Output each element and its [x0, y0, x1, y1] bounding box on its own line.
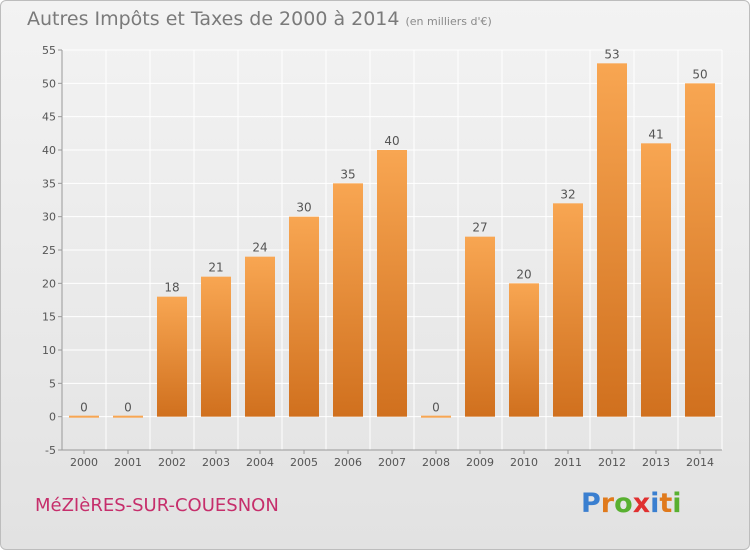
y-tick-label: 5	[49, 377, 56, 390]
bar-2010	[509, 283, 539, 417]
x-tick-label-2003: 2003	[202, 456, 230, 469]
chart-subtitle: (en milliers d'€)	[405, 15, 492, 28]
x-tick-label-2013: 2013	[642, 456, 670, 469]
data-label-2005: 30	[296, 201, 311, 215]
place-name: MéZIèRES-SUR-COUESNON	[35, 495, 279, 516]
data-label-2006: 35	[340, 167, 355, 181]
x-tick-label-2000: 2000	[70, 456, 98, 469]
data-label-2014: 50	[692, 67, 707, 81]
data-label-2002: 18	[164, 281, 179, 295]
y-tick-label: 35	[42, 177, 56, 190]
data-label-2004: 24	[252, 241, 267, 255]
logo-letter: x	[632, 488, 651, 519]
data-label-2003: 21	[208, 261, 223, 275]
bar-2002	[157, 296, 187, 417]
data-label-2009: 27	[472, 221, 487, 235]
chart-title: Autres Impôts et Taxes de 2000 à 2014 (en…	[27, 8, 492, 30]
x-tick-label-2012: 2012	[598, 456, 626, 469]
x-tick-label-2010: 2010	[510, 456, 538, 469]
x-tick-label-2004: 2004	[246, 456, 274, 469]
y-tick-label: 0	[49, 411, 56, 424]
bar-2004	[245, 256, 275, 417]
x-tick-label-2014: 2014	[686, 456, 714, 469]
bar-2012	[597, 63, 627, 417]
bars	[69, 63, 715, 418]
x-tick-label-2007: 2007	[378, 456, 406, 469]
logo-letter: o	[614, 488, 633, 519]
data-label-2000: 0	[80, 401, 88, 415]
y-tick-label: 45	[42, 111, 56, 124]
y-tick-label: 50	[42, 77, 56, 90]
x-tick-label-2002: 2002	[158, 456, 186, 469]
logo-letter: r	[600, 488, 615, 519]
y-tick-label: 10	[42, 344, 56, 357]
bar-2007	[377, 150, 407, 417]
data-label-2013: 41	[648, 127, 663, 141]
data-label-2001: 0	[124, 401, 132, 415]
x-tick-label-2005: 2005	[290, 456, 318, 469]
bar-2013	[641, 143, 671, 417]
x-tick-label-2011: 2011	[554, 456, 582, 469]
data-label-2007: 40	[384, 134, 399, 148]
logo-letter: i	[650, 488, 660, 519]
y-tick-label: 25	[42, 244, 56, 257]
x-tick-label-2009: 2009	[466, 456, 494, 469]
logo-letter: P	[581, 488, 601, 519]
bar-2008	[421, 415, 451, 418]
bar-2011	[553, 203, 583, 417]
data-labels: 0 0 18 21 24 30 35 40 0 27 20 32 53 41 50	[80, 47, 707, 414]
y-tick-label: 15	[42, 311, 56, 324]
bar-2000	[69, 415, 99, 418]
y-tick-label: -5	[45, 444, 56, 457]
bar-2014	[685, 83, 715, 417]
y-tick-label: 20	[42, 277, 56, 290]
data-label-2008: 0	[432, 401, 440, 415]
data-label-2011: 32	[560, 187, 575, 201]
bar-2009	[465, 236, 495, 417]
x-tick-label-2001: 2001	[114, 456, 142, 469]
y-tick-label: 40	[42, 144, 56, 157]
proxiti-logo: Proxiti	[581, 488, 682, 519]
bar-2006	[333, 183, 363, 417]
bar-2003	[201, 276, 231, 417]
logo-letter: i	[672, 488, 682, 519]
bar-2005	[289, 216, 319, 417]
bar-2001	[113, 415, 143, 418]
data-label-2012: 53	[604, 47, 619, 61]
data-label-2010: 20	[516, 267, 531, 281]
x-tick-label-2006: 2006	[334, 456, 362, 469]
logo-letter: t	[659, 488, 673, 519]
y-tick-label: 55	[42, 44, 56, 57]
x-tick-label-2008: 2008	[422, 456, 450, 469]
y-tick-label: 30	[42, 211, 56, 224]
